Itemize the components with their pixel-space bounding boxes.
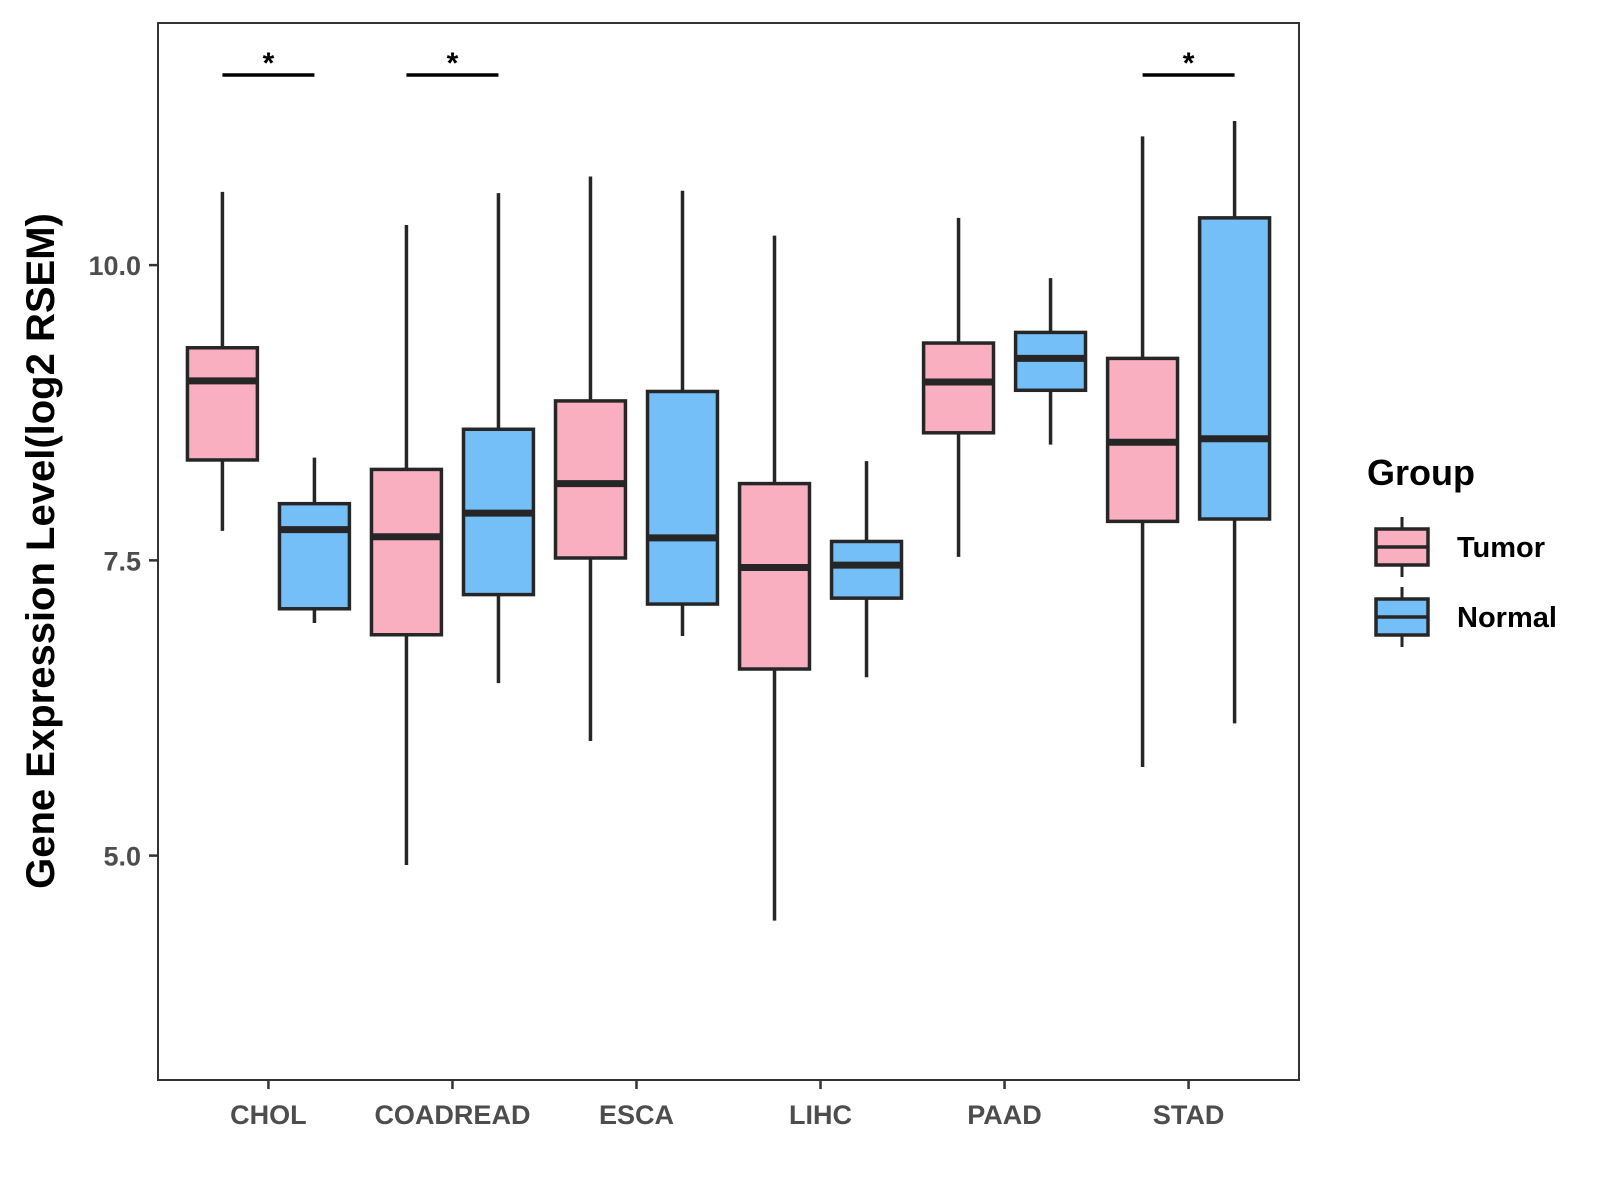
x-tick-label: ESCA [599,1100,674,1130]
box-stad-tumor [1105,136,1180,768]
y-axis-label: Gene Expression Level(log2 RSEM) [19,213,63,889]
box-lihc-normal [829,461,904,678]
x-tick-label: COADREAD [374,1100,530,1130]
iqr-box-esca-normal [645,389,720,606]
y-tick-label: 5.0 [103,842,141,872]
iqr-box-paad-tumor [921,341,996,435]
y-axis: 5.0 7.5 10.0 [88,251,158,872]
box-chol-normal [277,457,352,623]
significance-star-chol: * [263,47,275,80]
box-paad-tumor [921,217,996,557]
iqr-box-coadread-tumor [369,467,444,637]
y-tick-label: 10.0 [88,251,141,281]
iqr-box-lihc-normal [829,539,904,600]
box-lihc-tumor [737,235,812,921]
x-axis: CHOL COADREAD ESCA LIHC PAAD STAD [230,1080,1224,1130]
box-esca-normal [645,190,720,636]
box-coadread-tumor [369,224,444,866]
legend: Group Tumor Normal [1367,452,1557,647]
legend-label-normal: Normal [1457,602,1557,634]
x-tick-label: STAD [1153,1100,1225,1130]
box-paad-normal [1013,278,1088,445]
x-tick-label: LIHC [789,1100,852,1130]
box-layer [185,121,1272,921]
box-chol-tumor [185,191,260,531]
iqr-box-chol-tumor [185,346,260,462]
legend-item-tumor: Tumor [1374,517,1545,577]
x-tick-label: CHOL [230,1100,307,1130]
y-tick-label: 7.5 [103,546,141,576]
box-stad-normal [1197,121,1272,724]
box-coadread-normal [461,193,536,684]
iqr-box-stad-normal [1197,216,1272,521]
significance-star-stad: * [1183,47,1195,80]
box-esca-tumor [553,176,628,742]
x-tick-label: PAAD [967,1100,1042,1130]
iqr-box-esca-tumor [553,399,628,560]
legend-title: Group [1367,452,1475,493]
significance-annotations: * * * [222,47,1235,80]
legend-label-tumor: Tumor [1457,532,1545,564]
iqr-box-chol-normal [277,501,352,611]
iqr-box-lihc-tumor [737,481,812,671]
legend-item-normal: Normal [1374,587,1557,647]
significance-star-coadread: * [447,47,459,80]
